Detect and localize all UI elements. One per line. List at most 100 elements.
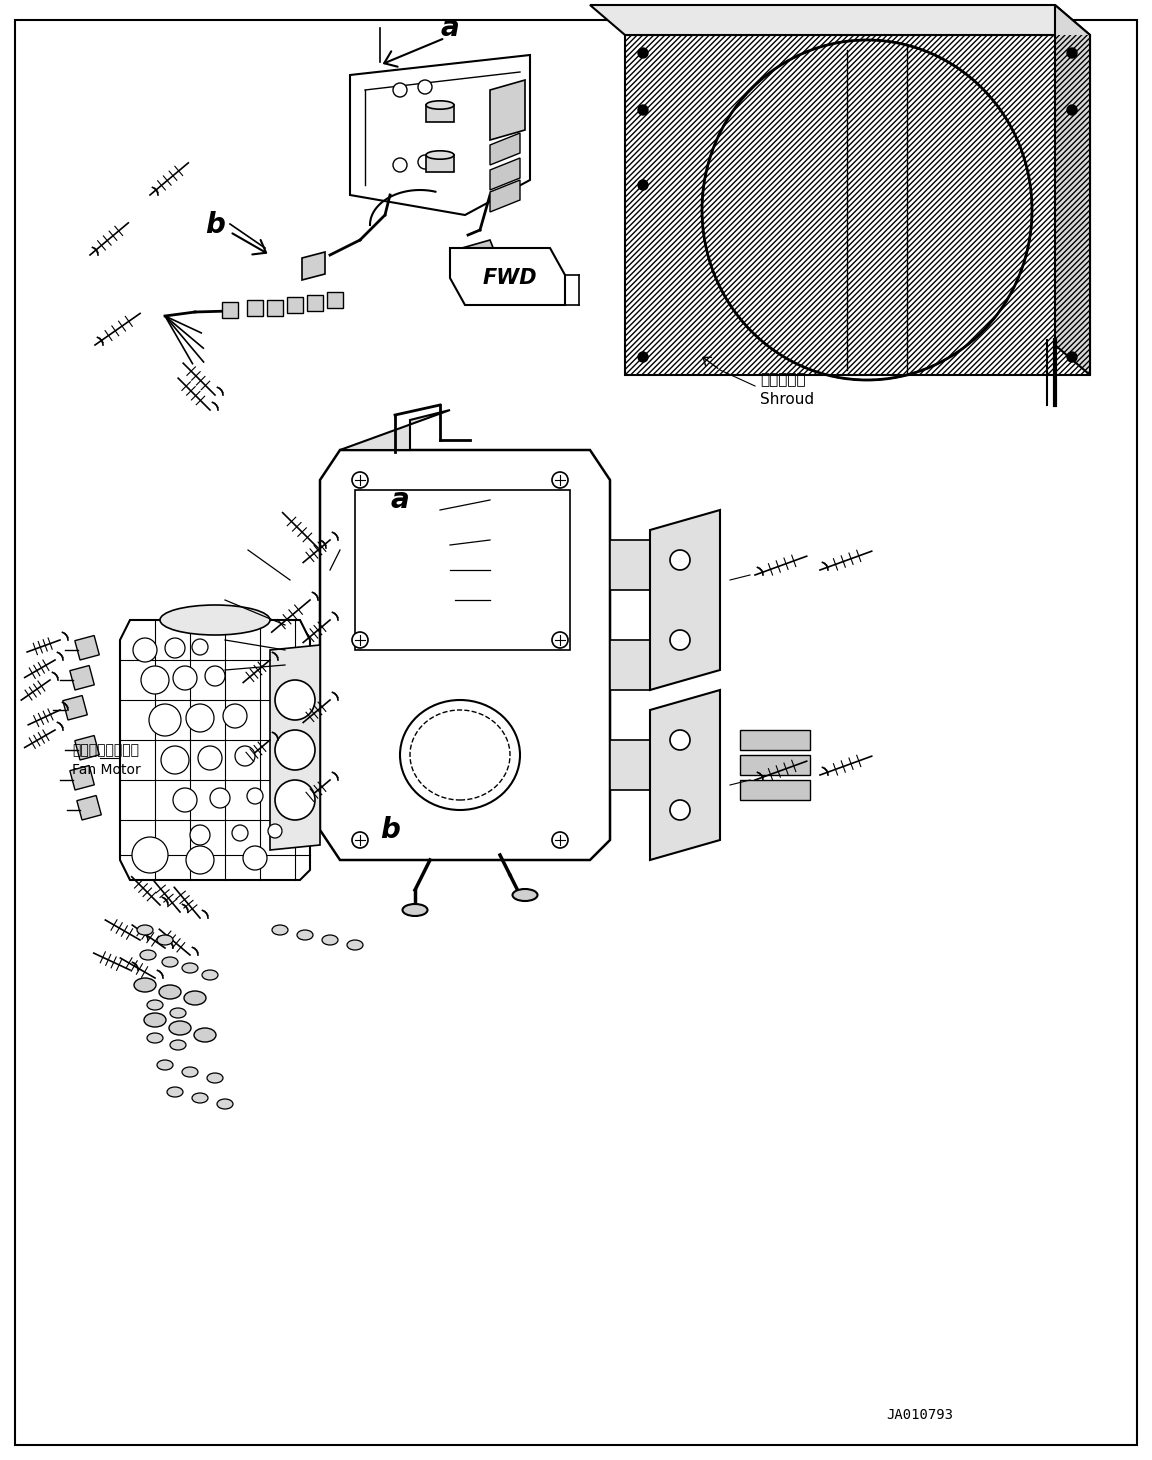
Polygon shape	[455, 239, 500, 274]
Circle shape	[185, 704, 214, 731]
Text: Fan Motor: Fan Motor	[71, 764, 141, 777]
Circle shape	[141, 666, 169, 693]
Polygon shape	[626, 35, 1090, 375]
Bar	[70, 765, 94, 790]
Circle shape	[161, 746, 189, 774]
Ellipse shape	[194, 1028, 217, 1042]
Polygon shape	[490, 80, 525, 140]
Circle shape	[552, 472, 568, 488]
Text: a: a	[391, 486, 409, 514]
Circle shape	[223, 704, 247, 729]
Ellipse shape	[147, 1034, 162, 1042]
Circle shape	[418, 155, 432, 169]
Ellipse shape	[217, 1099, 233, 1110]
Circle shape	[353, 472, 367, 488]
Bar	[77, 796, 101, 821]
Ellipse shape	[297, 930, 313, 940]
Ellipse shape	[202, 969, 218, 980]
Polygon shape	[490, 133, 520, 165]
Circle shape	[670, 550, 690, 569]
Ellipse shape	[347, 940, 363, 950]
Bar	[222, 302, 238, 318]
Circle shape	[268, 823, 282, 838]
Circle shape	[638, 105, 647, 115]
Circle shape	[165, 638, 185, 658]
Circle shape	[1067, 352, 1077, 362]
Circle shape	[418, 80, 432, 93]
Bar	[611, 740, 650, 790]
Polygon shape	[490, 158, 520, 190]
Bar	[426, 155, 454, 172]
Circle shape	[232, 825, 248, 841]
Ellipse shape	[141, 950, 156, 961]
Circle shape	[552, 632, 568, 648]
Ellipse shape	[323, 934, 338, 945]
Circle shape	[353, 632, 367, 648]
Ellipse shape	[160, 604, 270, 635]
Text: Shroud: Shroud	[760, 393, 814, 407]
Circle shape	[247, 788, 263, 804]
Ellipse shape	[157, 934, 173, 945]
Bar	[75, 736, 99, 761]
Polygon shape	[450, 248, 564, 305]
Text: b: b	[380, 816, 400, 844]
Polygon shape	[340, 410, 450, 450]
Circle shape	[1067, 48, 1077, 58]
Circle shape	[670, 730, 690, 750]
Ellipse shape	[134, 978, 156, 991]
Ellipse shape	[162, 956, 179, 967]
Polygon shape	[490, 180, 520, 212]
Circle shape	[638, 352, 647, 362]
Ellipse shape	[182, 1067, 198, 1077]
Ellipse shape	[513, 889, 538, 901]
Circle shape	[393, 158, 407, 172]
Polygon shape	[320, 450, 611, 860]
Bar	[70, 666, 94, 691]
Polygon shape	[590, 4, 1090, 35]
Polygon shape	[650, 510, 720, 691]
Ellipse shape	[184, 991, 206, 1004]
Polygon shape	[270, 645, 320, 850]
Ellipse shape	[272, 926, 288, 934]
Bar	[327, 292, 343, 308]
Polygon shape	[650, 691, 720, 860]
Bar	[75, 635, 99, 660]
Bar	[740, 755, 810, 775]
Ellipse shape	[159, 986, 181, 999]
Ellipse shape	[402, 904, 427, 915]
Polygon shape	[302, 253, 325, 280]
Polygon shape	[1055, 4, 1090, 375]
Ellipse shape	[170, 1040, 185, 1050]
Ellipse shape	[169, 1021, 191, 1035]
Ellipse shape	[182, 964, 198, 972]
Bar	[267, 299, 283, 315]
Circle shape	[275, 780, 314, 821]
Circle shape	[393, 83, 407, 96]
Circle shape	[198, 746, 222, 769]
Bar	[306, 295, 323, 311]
Circle shape	[149, 704, 181, 736]
Bar	[611, 639, 650, 691]
Circle shape	[638, 48, 647, 58]
Bar	[63, 695, 88, 720]
Text: インファンモータ: インファンモータ	[71, 743, 139, 756]
Circle shape	[205, 666, 225, 686]
Bar	[287, 296, 303, 312]
Text: FWD: FWD	[483, 269, 537, 288]
Bar	[247, 299, 263, 315]
Text: シュラウド: シュラウド	[760, 372, 805, 387]
Circle shape	[275, 680, 314, 720]
Ellipse shape	[207, 1073, 223, 1083]
Ellipse shape	[147, 1000, 162, 1010]
Circle shape	[243, 845, 267, 870]
Circle shape	[638, 180, 647, 190]
Circle shape	[190, 825, 210, 845]
Circle shape	[132, 837, 168, 873]
Bar	[611, 540, 650, 590]
Polygon shape	[120, 620, 310, 880]
Polygon shape	[355, 491, 570, 650]
Circle shape	[185, 845, 214, 875]
Circle shape	[210, 788, 230, 807]
Ellipse shape	[400, 699, 520, 810]
Circle shape	[353, 832, 367, 848]
